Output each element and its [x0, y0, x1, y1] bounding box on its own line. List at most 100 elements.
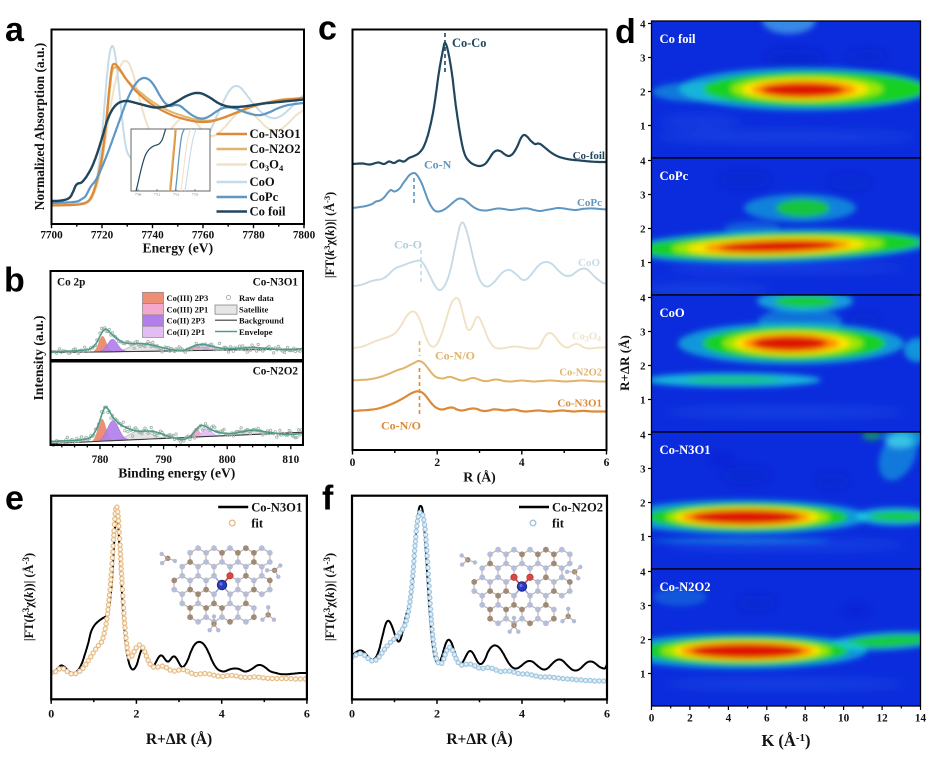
- svg-text:Co-N3O1: Co-N3O1: [253, 277, 299, 289]
- svg-text:6: 6: [764, 713, 770, 725]
- svg-text:Intensity (a.u.): Intensity (a.u.): [31, 316, 47, 401]
- svg-text:f: f: [322, 480, 334, 518]
- svg-text:b: b: [4, 262, 25, 300]
- svg-text:Co foil: Co foil: [250, 205, 287, 219]
- svg-text:1: 1: [640, 121, 645, 133]
- svg-text:|FT(k3χ(k))| (Å-3): |FT(k3χ(k))| (Å-3): [21, 553, 36, 641]
- svg-text:3: 3: [640, 53, 646, 65]
- svg-text:7760: 7760: [192, 230, 215, 242]
- svg-text:780: 780: [92, 454, 109, 466]
- svg-text:4: 4: [640, 19, 646, 31]
- svg-text:2: 2: [434, 457, 440, 469]
- svg-text:7720: 7720: [91, 230, 114, 242]
- svg-text:14: 14: [915, 713, 927, 725]
- svg-text:|FT(k3χ(k))| (Å-3): |FT(k3χ(k))| (Å-3): [322, 192, 337, 278]
- svg-text:Normalized Absorption (a.u.): Normalized Absorption (a.u.): [32, 43, 47, 210]
- svg-text:0: 0: [649, 713, 655, 725]
- svg-text:4: 4: [726, 713, 732, 725]
- svg-text:CoPc: CoPc: [577, 197, 602, 209]
- svg-text:Co3O4: Co3O4: [572, 332, 601, 344]
- svg-text:12: 12: [877, 713, 889, 725]
- svg-text:Co-N2O2: Co-N2O2: [552, 501, 603, 515]
- svg-text:Co-Co: Co-Co: [452, 36, 486, 50]
- svg-text:CoO: CoO: [250, 175, 275, 189]
- svg-text:2: 2: [133, 707, 139, 721]
- svg-text:0: 0: [349, 707, 355, 721]
- svg-text:fit: fit: [251, 517, 264, 531]
- svg-text:Co-N3O1: Co-N3O1: [660, 443, 711, 457]
- svg-text:6: 6: [304, 707, 310, 721]
- svg-text:7800: 7800: [293, 230, 316, 242]
- svg-text:Co-foil: Co-foil: [573, 150, 605, 162]
- svg-text:6: 6: [604, 457, 610, 469]
- svg-text:Co-N/O: Co-N/O: [381, 419, 421, 433]
- svg-text:CoO: CoO: [578, 257, 600, 269]
- svg-text:7716: 7716: [173, 193, 180, 197]
- svg-text:2: 2: [640, 635, 645, 647]
- svg-text:e: e: [5, 480, 24, 518]
- svg-text:2: 2: [640, 498, 645, 510]
- svg-text:4: 4: [519, 707, 525, 721]
- svg-text:Co-N3O1: Co-N3O1: [250, 127, 301, 141]
- svg-text:800: 800: [219, 454, 236, 466]
- svg-text:Envelope: Envelope: [239, 327, 273, 337]
- svg-text:Co-N2O2: Co-N2O2: [253, 366, 299, 378]
- svg-text:0: 0: [350, 457, 356, 469]
- svg-text:CoPc: CoPc: [660, 169, 689, 183]
- svg-text:Co-N2O2: Co-N2O2: [559, 368, 602, 379]
- svg-text:Co(II) 2P1: Co(II) 2P1: [167, 327, 205, 337]
- svg-text:c: c: [318, 10, 337, 48]
- svg-text:Co-N/O: Co-N/O: [435, 349, 475, 363]
- svg-text:3: 3: [640, 464, 646, 476]
- svg-text:Co foil: Co foil: [660, 32, 697, 46]
- svg-text:Energy (eV): Energy (eV): [143, 241, 214, 257]
- svg-text:R (Å): R (Å): [463, 470, 496, 486]
- svg-text:Raw data: Raw data: [239, 293, 274, 303]
- svg-text:a: a: [5, 11, 25, 49]
- svg-text:7712: 7712: [154, 193, 161, 197]
- svg-text:Co-N3O1: Co-N3O1: [251, 501, 302, 515]
- svg-text:Co(III) 2P3: Co(III) 2P3: [167, 293, 209, 303]
- svg-text:3: 3: [640, 327, 646, 339]
- svg-text:Co 2p: Co 2p: [57, 277, 85, 289]
- svg-text:Co(III) 2P1: Co(III) 2P1: [167, 304, 209, 314]
- svg-text:4: 4: [640, 156, 646, 168]
- svg-text:7740: 7740: [141, 230, 164, 242]
- svg-text:Co-N: Co-N: [424, 158, 452, 172]
- svg-text:R+ΔR (Å): R+ΔR (Å): [146, 731, 212, 748]
- svg-text:7708: 7708: [135, 193, 142, 197]
- svg-text:7720: 7720: [192, 193, 199, 197]
- svg-text:Co3O4: Co3O4: [250, 158, 284, 174]
- svg-text:|FT(k3χ(k))| (Å-3): |FT(k3χ(k))| (Å-3): [322, 553, 337, 641]
- svg-text:3: 3: [640, 190, 646, 202]
- svg-text:4: 4: [640, 567, 646, 579]
- svg-text:Co-O: Co-O: [394, 238, 422, 252]
- svg-text:d: d: [615, 13, 636, 51]
- svg-text:810: 810: [282, 454, 299, 466]
- svg-text:Co-N2O2: Co-N2O2: [660, 580, 711, 594]
- svg-text:2: 2: [640, 361, 645, 373]
- svg-text:790: 790: [155, 454, 172, 466]
- svg-text:4: 4: [219, 707, 225, 721]
- svg-text:10: 10: [838, 713, 850, 725]
- svg-text:fit: fit: [552, 517, 565, 531]
- svg-text:7780: 7780: [242, 230, 265, 242]
- svg-text:Co-N3O1: Co-N3O1: [557, 398, 602, 410]
- svg-text:6: 6: [604, 707, 610, 721]
- svg-text:4: 4: [640, 430, 646, 442]
- svg-text:2: 2: [687, 713, 693, 725]
- svg-text:1: 1: [640, 395, 645, 407]
- svg-text:R+ΔR (Å): R+ΔR (Å): [617, 335, 632, 391]
- svg-text:CoO: CoO: [660, 306, 685, 320]
- svg-text:2: 2: [434, 707, 440, 721]
- svg-text:Binding energy (eV): Binding energy (eV): [118, 466, 235, 482]
- svg-text:Satellite: Satellite: [239, 304, 268, 314]
- svg-text:Background: Background: [239, 316, 284, 326]
- svg-text:1: 1: [640, 669, 645, 681]
- svg-text:1: 1: [640, 532, 645, 544]
- svg-text:CoPc: CoPc: [250, 190, 279, 204]
- svg-text:7700: 7700: [40, 230, 63, 242]
- svg-text:4: 4: [519, 457, 525, 469]
- svg-text:8: 8: [802, 713, 808, 725]
- svg-text:4: 4: [640, 293, 646, 305]
